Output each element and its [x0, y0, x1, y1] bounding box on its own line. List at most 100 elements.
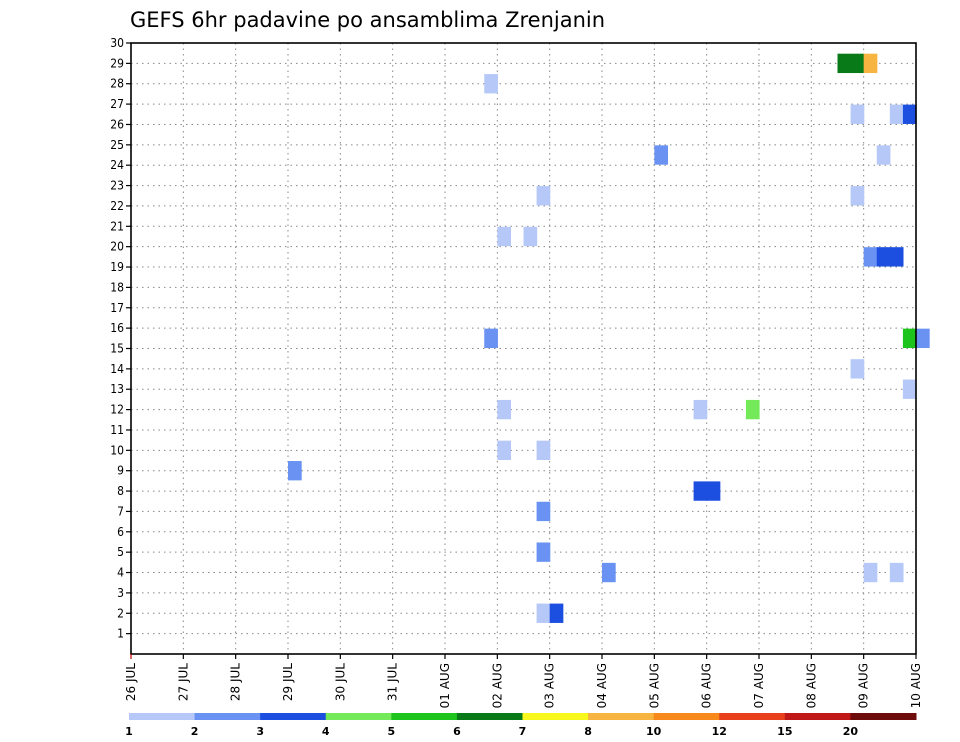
precip-cell [863, 247, 878, 267]
y-tick-label: 21 [110, 219, 124, 233]
x-tick-label: 07 AUG [752, 663, 766, 708]
colorbar-label: 15 [777, 725, 792, 738]
y-tick-label: 4 [117, 566, 124, 580]
y-tick-label: 5 [117, 545, 124, 559]
precip-cell [889, 247, 904, 267]
x-axis: 26 JUL 27 JUL 28 JUL 29 JUL 30 JUL 31 JUL 01 A… [124, 654, 923, 708]
precip-cell [850, 104, 865, 124]
y-tick-label: 15 [110, 342, 124, 356]
precip-cell [745, 399, 760, 420]
precip-cell [902, 328, 917, 348]
colorbar-label: 1 [125, 725, 133, 738]
y-tick-label: 24 [110, 158, 124, 172]
colorbar-label: 8 [584, 725, 592, 738]
precip-cell [916, 328, 930, 348]
chart-title: GEFS 6hr padavine po ansamblima Zrenjani… [130, 8, 605, 32]
colorbar-segment [325, 713, 392, 720]
colorbar-label: 4 [322, 725, 330, 738]
colorbar-segment [456, 713, 523, 720]
precip-cell [876, 247, 891, 267]
y-tick-label: 30 [110, 36, 124, 50]
y-tick-label: 2 [117, 606, 124, 620]
colorbar-segment [719, 713, 786, 720]
colorbar-label: 5 [388, 725, 396, 738]
precip-cell [850, 186, 865, 206]
y-tick-label: 8 [117, 484, 124, 498]
colorbar-label: 2 [191, 725, 199, 738]
precip-cell [654, 145, 669, 165]
grid-layer [131, 42, 916, 654]
precip-cell [602, 562, 616, 583]
y-tick-label: 23 [110, 179, 124, 193]
precip-cell [536, 542, 551, 562]
precip-cell [536, 501, 551, 522]
colorbar-segment [588, 713, 655, 720]
y-tick-label: 29 [110, 56, 124, 70]
x-tick-label: 05 AUG [647, 663, 661, 708]
x-tick-label: 31 JUL [386, 663, 400, 701]
x-tick-label: 26 JUL [124, 663, 138, 701]
precip-cell [497, 440, 512, 461]
x-tick-label: 29 JUL [281, 663, 295, 701]
plot-frame [130, 42, 917, 655]
y-tick-label: 27 [110, 97, 124, 111]
precip-cell [850, 53, 865, 74]
precip-cell [536, 603, 551, 623]
y-tick-label: 18 [110, 280, 124, 294]
y-tick-label: 10 [110, 443, 124, 457]
y-tick-label: 9 [117, 464, 124, 478]
precip-cell [523, 226, 538, 247]
y-tick-label: 13 [110, 382, 124, 396]
precip-cell [889, 104, 904, 124]
precip-cell [863, 53, 878, 74]
colorbar-segment [194, 713, 261, 720]
precip-cell [497, 399, 512, 420]
y-tick-label: 16 [110, 321, 124, 335]
y-tick-label: 25 [110, 138, 124, 152]
x-tick-label: 27 JUL [176, 663, 190, 701]
precip-cell [902, 104, 917, 124]
y-tick-label: 7 [117, 504, 124, 518]
x-tick-label: 09 AUG [857, 663, 871, 708]
y-tick-label: 20 [110, 240, 124, 254]
precip-cell [497, 226, 512, 247]
x-tick-label: 10 AUG [909, 663, 923, 708]
precip-cell [706, 481, 721, 501]
precip-cell [889, 562, 904, 583]
colorbar-label: 7 [519, 725, 527, 738]
x-tick-label: 06 AUG [700, 663, 714, 708]
x-tick-label: 08 AUG [804, 663, 818, 708]
x-tick-label: 04 AUG [595, 663, 609, 708]
colorbar-segment [850, 713, 917, 720]
cells-layer [288, 53, 930, 623]
x-tick-label: 02 AUG [490, 663, 504, 708]
precip-cell [863, 562, 878, 583]
x-tick-label: 03 AUG [543, 663, 557, 708]
precip-cell [484, 74, 498, 94]
y-tick-label: 22 [110, 199, 124, 213]
y-tick-label: 28 [110, 77, 124, 91]
colorbar-label: 10 [646, 725, 662, 738]
precip-cell [549, 603, 564, 623]
precip-cell [850, 359, 865, 379]
y-tick-label: 14 [110, 362, 124, 376]
x-tick-label: 28 JUL [229, 663, 243, 701]
precip-cell [902, 379, 917, 399]
y-tick-label: 3 [117, 586, 124, 600]
precip-cell [536, 440, 551, 461]
colorbar-label: 12 [712, 725, 727, 738]
precip-cell [484, 328, 498, 348]
y-tick-label: 11 [110, 423, 124, 437]
precip-cell [693, 481, 708, 501]
precip-cell [536, 186, 551, 206]
colorbar: 1 2 3 4 5 6 7 8 10 12 15 20 [125, 713, 917, 738]
y-tick-label: 17 [110, 301, 124, 315]
x-tick-label: 01 AUG [438, 663, 452, 708]
colorbar-segment [391, 713, 458, 720]
y-tick-label: 1 [117, 627, 124, 641]
precip-cell [837, 53, 852, 74]
y-tick-label: 26 [110, 117, 124, 131]
colorbar-label: 6 [453, 725, 461, 738]
precip-cell [288, 461, 302, 481]
